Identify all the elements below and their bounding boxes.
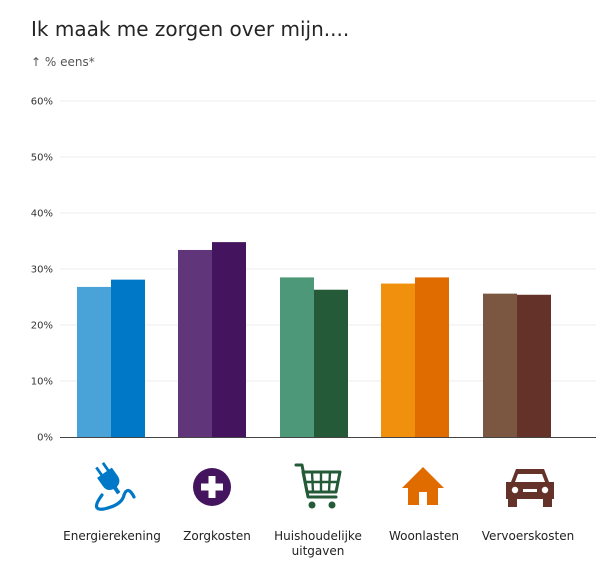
category-label: Zorgkosten (183, 529, 251, 543)
house-icon (402, 467, 444, 505)
y-tick-label: 30% (31, 265, 53, 276)
category-label: Huishoudelijke uitgaven (274, 529, 362, 558)
bar[interactable] (280, 277, 314, 437)
bar[interactable] (212, 242, 246, 437)
shopping-cart-icon (294, 463, 342, 509)
medical-cross-icon (193, 468, 231, 506)
bars (77, 242, 551, 437)
bar[interactable] (483, 293, 517, 437)
y-tick-label: 20% (31, 321, 53, 332)
bar[interactable] (77, 286, 111, 437)
bar[interactable] (381, 283, 415, 437)
power-plug-icon (94, 462, 136, 511)
bar[interactable] (314, 289, 348, 437)
bar[interactable] (517, 294, 551, 437)
category-label: Woonlasten (388, 529, 460, 543)
y-tick-label: 40% (31, 209, 53, 220)
y-tick-label: 0% (37, 433, 53, 444)
y-tick-label: 10% (31, 377, 53, 388)
y-tick-label: 60% (31, 97, 53, 108)
bar[interactable] (111, 279, 145, 437)
category-label: Energierekening (63, 529, 161, 543)
category-label: Vervoerskosten (481, 529, 575, 543)
category-icons (94, 462, 554, 511)
bar[interactable] (415, 277, 449, 437)
chart-title: Ik maak me zorgen over mijn.... (31, 17, 350, 41)
bar[interactable] (178, 249, 212, 437)
y-tick-label: 50% (31, 153, 53, 164)
chart-subtitle: ↑ % eens* (31, 55, 95, 69)
car-icon (506, 469, 554, 507)
